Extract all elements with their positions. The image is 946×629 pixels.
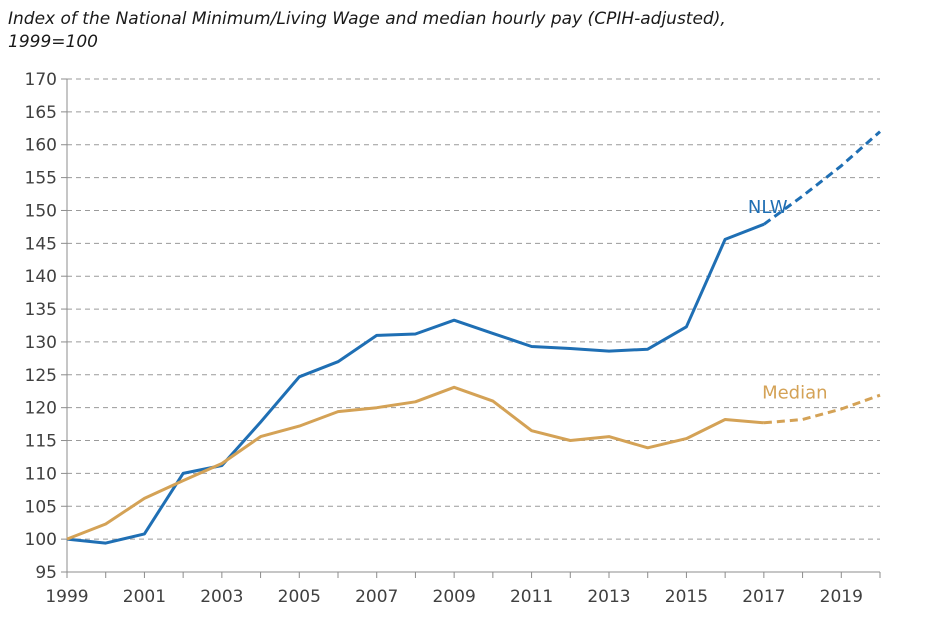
y-tick-label: 160	[25, 136, 57, 156]
series-labels: NLW Median	[748, 197, 828, 403]
x-tick-label: 2015	[665, 587, 708, 607]
y-tick-label: 145	[25, 234, 57, 254]
chart-title: Index of the National Minimum/Living Wag…	[8, 8, 928, 54]
y-tick-label: 140	[25, 267, 57, 287]
y-tick-label: 150	[25, 201, 57, 221]
axes	[66, 79, 880, 573]
x-tick-label: 2001	[123, 587, 166, 607]
x-tick-label: 2009	[433, 587, 476, 607]
y-tick-label: 95	[35, 563, 57, 583]
series-lines	[66, 130, 881, 545]
y-tick-label: 115	[25, 432, 57, 452]
x-tick-label: 2007	[355, 587, 398, 607]
median-projection-line	[763, 393, 881, 425]
y-tick-label: 110	[25, 464, 57, 484]
y-tick-label: 165	[25, 103, 57, 123]
gridlines	[67, 78, 880, 540]
x-tick-label: 1999	[45, 587, 88, 607]
nlw-line	[66, 222, 765, 545]
y-tick-label: 135	[25, 300, 57, 320]
chart-title-line-2: 1999=100	[8, 32, 98, 52]
y-tick-label: 120	[25, 399, 57, 419]
x-tick-label: 2005	[278, 587, 321, 607]
x-axis-ticks: 1999 2001 2003 2005 2007 2009 2011 2013 2015 2017…	[45, 572, 881, 607]
y-axis-ticks: 95 100 105 110 115 120 125 130 135 140 145 150 155 16…	[25, 70, 67, 583]
x-tick-label: 2011	[510, 587, 553, 607]
x-tick-label: 2013	[587, 587, 630, 607]
median-series-label: Median	[762, 382, 827, 403]
y-tick-label: 155	[25, 169, 57, 189]
median-line	[66, 385, 765, 541]
nlw-projection-line	[763, 130, 881, 226]
y-tick-label: 170	[25, 70, 57, 90]
y-tick-label: 130	[25, 333, 57, 353]
y-tick-label: 100	[25, 530, 57, 550]
nlw-series-label: NLW	[748, 197, 788, 218]
chart-title-line-1: Index of the National Minimum/Living Wag…	[8, 9, 726, 29]
y-tick-label: 125	[25, 366, 57, 386]
x-tick-label: 2019	[820, 587, 863, 607]
x-tick-label: 2003	[200, 587, 243, 607]
x-tick-label: 2017	[742, 587, 785, 607]
y-tick-label: 105	[25, 497, 57, 517]
